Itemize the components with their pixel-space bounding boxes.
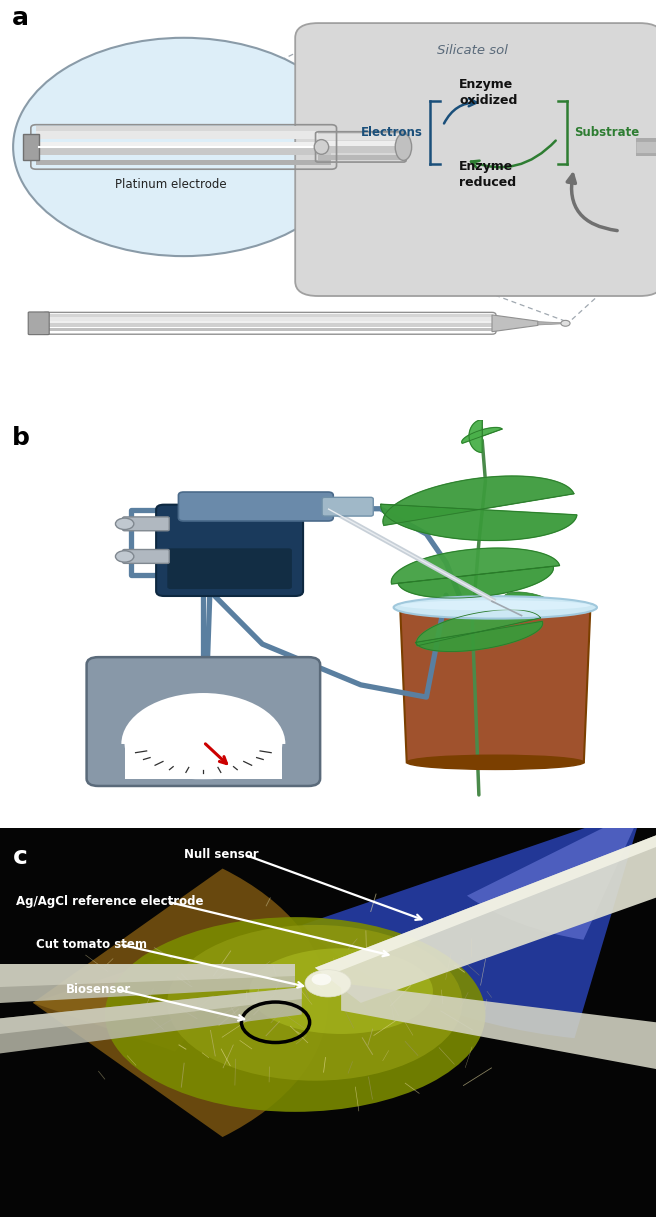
- Circle shape: [561, 320, 570, 326]
- Text: Enzyme
reduced: Enzyme reduced: [459, 159, 516, 189]
- Text: Enzyme
oxidized: Enzyme oxidized: [459, 78, 518, 107]
- Wedge shape: [33, 869, 328, 1137]
- Polygon shape: [315, 835, 656, 1003]
- FancyBboxPatch shape: [36, 159, 331, 164]
- Text: Substrate: Substrate: [574, 125, 639, 139]
- Ellipse shape: [249, 948, 433, 1034]
- Polygon shape: [392, 548, 560, 584]
- Text: Null sensor: Null sensor: [184, 848, 258, 862]
- FancyBboxPatch shape: [28, 312, 49, 335]
- Bar: [636, 138, 656, 156]
- Polygon shape: [462, 427, 502, 443]
- Polygon shape: [492, 315, 538, 332]
- FancyBboxPatch shape: [123, 550, 169, 563]
- Ellipse shape: [167, 925, 462, 1081]
- FancyBboxPatch shape: [167, 549, 292, 589]
- Wedge shape: [33, 954, 197, 1051]
- FancyBboxPatch shape: [23, 134, 39, 161]
- Text: b: b: [12, 426, 30, 450]
- Polygon shape: [398, 566, 554, 598]
- Ellipse shape: [394, 596, 597, 618]
- FancyBboxPatch shape: [36, 142, 331, 147]
- FancyBboxPatch shape: [46, 327, 492, 331]
- Polygon shape: [380, 504, 577, 540]
- Polygon shape: [400, 607, 590, 762]
- Text: Electrons: Electrons: [361, 125, 423, 139]
- Ellipse shape: [400, 600, 590, 611]
- FancyBboxPatch shape: [46, 321, 492, 324]
- Polygon shape: [415, 622, 543, 651]
- Ellipse shape: [504, 591, 559, 615]
- FancyBboxPatch shape: [36, 146, 331, 156]
- FancyBboxPatch shape: [318, 146, 403, 153]
- FancyBboxPatch shape: [318, 130, 403, 135]
- Ellipse shape: [105, 918, 485, 1112]
- Circle shape: [312, 974, 331, 986]
- Ellipse shape: [125, 706, 282, 779]
- FancyBboxPatch shape: [318, 141, 403, 146]
- FancyBboxPatch shape: [46, 324, 492, 327]
- FancyBboxPatch shape: [46, 316, 492, 321]
- Wedge shape: [302, 808, 643, 1038]
- FancyBboxPatch shape: [178, 492, 333, 521]
- Text: c: c: [13, 845, 28, 869]
- Text: a: a: [12, 6, 29, 30]
- Polygon shape: [417, 610, 541, 646]
- FancyBboxPatch shape: [87, 657, 320, 786]
- Text: Ag/AgCl reference electrode: Ag/AgCl reference electrode: [16, 894, 204, 908]
- FancyBboxPatch shape: [295, 23, 656, 296]
- Text: Biosensor: Biosensor: [66, 982, 131, 996]
- Circle shape: [13, 38, 354, 256]
- Polygon shape: [0, 964, 295, 1003]
- Ellipse shape: [396, 134, 412, 161]
- Polygon shape: [469, 420, 482, 453]
- Ellipse shape: [302, 26, 656, 293]
- Text: Platinum electrode: Platinum electrode: [115, 178, 226, 191]
- Circle shape: [305, 970, 351, 997]
- FancyBboxPatch shape: [46, 314, 492, 318]
- Wedge shape: [467, 808, 643, 940]
- Wedge shape: [121, 692, 285, 744]
- Text: Cut tomato stem: Cut tomato stem: [36, 938, 147, 950]
- Ellipse shape: [407, 756, 584, 769]
- FancyBboxPatch shape: [36, 127, 331, 133]
- Ellipse shape: [314, 140, 329, 155]
- Polygon shape: [538, 321, 564, 325]
- Circle shape: [115, 518, 134, 529]
- FancyBboxPatch shape: [156, 505, 303, 596]
- Polygon shape: [315, 835, 656, 976]
- Polygon shape: [341, 983, 656, 1069]
- FancyBboxPatch shape: [318, 134, 403, 140]
- Text: Silicate sol: Silicate sol: [437, 44, 508, 57]
- Circle shape: [115, 551, 134, 562]
- Polygon shape: [0, 987, 302, 1054]
- Polygon shape: [0, 987, 302, 1034]
- FancyBboxPatch shape: [318, 156, 403, 159]
- FancyBboxPatch shape: [36, 131, 331, 139]
- FancyBboxPatch shape: [322, 498, 373, 516]
- Polygon shape: [383, 476, 574, 526]
- FancyBboxPatch shape: [123, 517, 169, 531]
- Bar: [125, 742, 282, 779]
- Polygon shape: [0, 964, 295, 987]
